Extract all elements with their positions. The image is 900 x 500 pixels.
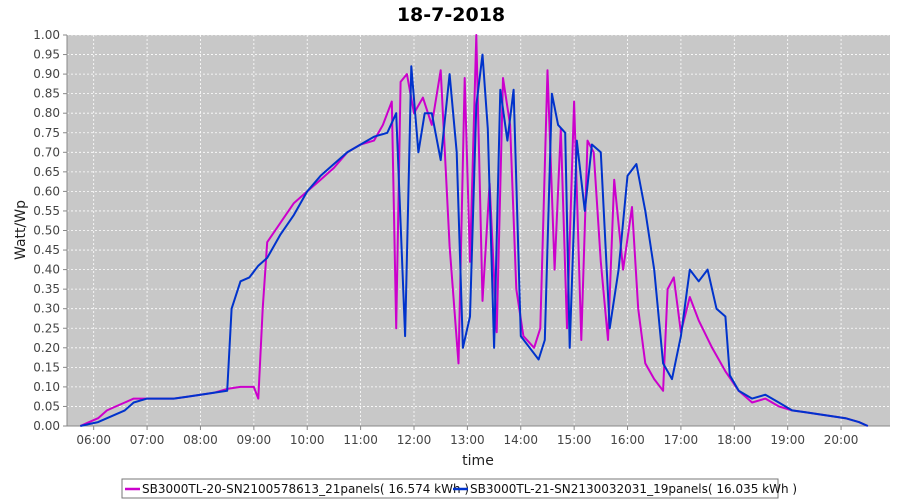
y-tick-label: 1.00 xyxy=(33,28,60,42)
x-tick-label: 08:00 xyxy=(183,433,218,447)
y-tick-label: 0.50 xyxy=(33,224,60,238)
y-tick-label: 0.90 xyxy=(33,67,60,81)
x-axis: 06:00 07:00 08:00 09:00 10:00 11:00 12:00 13:00… xyxy=(76,426,858,447)
x-tick-label: 13:00 xyxy=(450,433,485,447)
x-tick-label: 19:00 xyxy=(770,433,805,447)
y-tick-label: 0.40 xyxy=(33,263,60,277)
y-tick-label: 0.85 xyxy=(33,87,60,101)
chart-title: 18-7-2018 xyxy=(397,4,505,26)
x-tick-label: 11:00 xyxy=(343,433,378,447)
legend-entry-series-2: SB3000TL-21-SN2130032031_19panels( 16.03… xyxy=(470,482,797,496)
y-tick-label: 0.95 xyxy=(33,48,60,62)
x-tick-label: 16:00 xyxy=(610,433,645,447)
y-tick-label: 0.05 xyxy=(33,399,60,413)
y-tick-label: 0.45 xyxy=(33,243,60,257)
y-tick-label: 0.20 xyxy=(33,341,60,355)
y-tick-label: 0.15 xyxy=(33,360,60,374)
legend-entry-series-1: SB3000TL-20-SN2100578613_21panels( 16.57… xyxy=(142,482,469,496)
x-tick-label: 17:00 xyxy=(664,433,699,447)
y-tick-label: 0.80 xyxy=(33,106,60,120)
x-tick-label: 15:00 xyxy=(557,433,592,447)
y-tick-label: 0.70 xyxy=(33,145,60,159)
x-tick-label: 06:00 xyxy=(76,433,111,447)
x-tick-label: 14:00 xyxy=(503,433,538,447)
y-tick-label: 0.65 xyxy=(33,165,60,179)
y-tick-label: 0.35 xyxy=(33,282,60,296)
x-tick-label: 10:00 xyxy=(290,433,325,447)
x-tick-label: 12:00 xyxy=(397,433,432,447)
y-tick-label: 0.30 xyxy=(33,302,60,316)
y-tick-label: 0.60 xyxy=(33,184,60,198)
y-tick-label: 0.10 xyxy=(33,380,60,394)
x-tick-label: 18:00 xyxy=(717,433,752,447)
x-axis-label: time xyxy=(462,453,494,469)
series-layer xyxy=(79,34,869,427)
legend-box xyxy=(121,478,779,499)
legend: SB3000TL-20-SN2100578613_21panels( 16.57… xyxy=(121,478,797,499)
x-tick-label: 09:00 xyxy=(237,433,272,447)
y-tick-label: 0.75 xyxy=(33,126,60,140)
x-tick-label: 20:00 xyxy=(824,433,859,447)
series-line-2 xyxy=(80,53,869,427)
grid xyxy=(67,34,890,427)
x-tick-label: 07:00 xyxy=(130,433,165,447)
y-tick-label: 0.00 xyxy=(33,419,60,433)
y-axis-label: Watt/Wp xyxy=(13,200,29,260)
y-axis: 0.00 0.05 0.10 0.15 0.20 0.25 0.30 0.35 0.40 0.45… xyxy=(33,28,67,433)
y-tick-label: 0.55 xyxy=(33,204,60,218)
y-tick-label: 0.25 xyxy=(33,321,60,335)
